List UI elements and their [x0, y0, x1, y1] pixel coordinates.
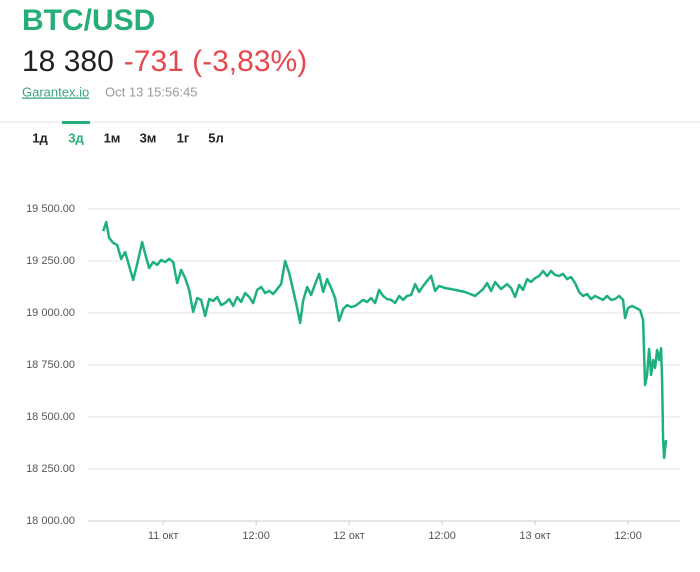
y-tick-label: 19 000.00: [26, 307, 75, 319]
price: 18 380: [22, 45, 114, 78]
x-tick-label: 12:00: [614, 530, 642, 542]
y-tick-label: 18 500.00: [26, 411, 75, 423]
y-tick-label: 19 500.00: [26, 203, 75, 215]
source-link[interactable]: Garantex.io: [22, 84, 89, 99]
timestamp: Oct 13 15:56:45: [105, 84, 198, 99]
tabs: 1д 3д 1м 3м 1г 5л: [32, 121, 224, 145]
tab[interactable]: 1г: [177, 130, 190, 145]
x-tick-label: 13 окт: [519, 530, 550, 542]
price-line: 18 380 -731 (-3,83%): [22, 45, 307, 78]
tab-indicator: [62, 121, 90, 124]
tab[interactable]: 1д: [32, 130, 48, 145]
x-tick-label: 12:00: [428, 530, 456, 542]
tab[interactable]: 3д: [68, 130, 84, 145]
tab[interactable]: 1м: [104, 130, 121, 145]
y-tick-label: 18 000.00: [26, 515, 75, 527]
y-tick-label: 18 250.00: [26, 463, 75, 475]
x-tick-label: 11 окт: [148, 530, 179, 542]
x-tick-label: 12:00: [242, 530, 270, 542]
y-tick-label: 18 750.00: [26, 359, 75, 371]
plot: 18 000.00 18 250.00 18 500.00 18 750.00 19 0…: [26, 203, 680, 542]
pair-title: BTC/USD: [22, 4, 155, 37]
price-line: [102, 220, 668, 460]
change: -731 (-3,83%): [124, 45, 307, 78]
tab[interactable]: 5л: [208, 130, 224, 145]
tab[interactable]: 3м: [140, 130, 157, 145]
y-tick-label: 19 250.00: [26, 255, 75, 267]
x-tick-label: 12 окт: [333, 530, 364, 542]
